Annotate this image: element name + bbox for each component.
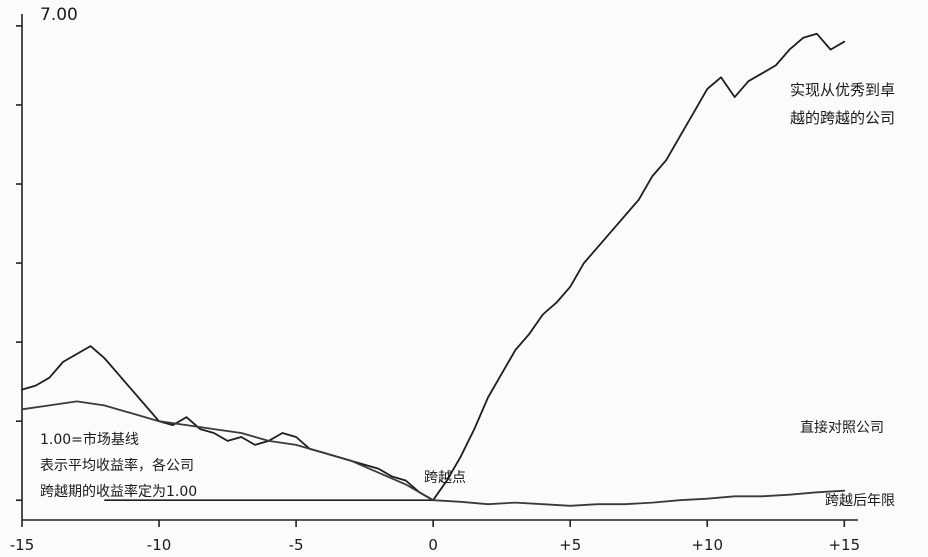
series-comparison-companies-line [21, 400, 846, 507]
x-tick-label-6: +15 [828, 536, 860, 554]
transition-point-label: 跨越点 [424, 470, 466, 486]
x-tick-label-5: +10 [691, 536, 723, 554]
x-tick-label-0: -15 [10, 536, 35, 554]
post-transition-years-label: 跨越后年限 [825, 493, 895, 509]
great-company-label-line2: 越的跨越的公司 [790, 109, 895, 127]
baseline-note-line1: 1.00=市场基线 [40, 431, 139, 448]
y-axis-top-label: 7.00 [40, 5, 78, 25]
labels-layer: 7.00 实现从优秀到卓 越的跨越的公司 直接对照公司 1.00=市场基线 表示… [40, 5, 895, 509]
axes: -15 -10 -5 0 +5 +10 +15 [10, 14, 860, 554]
baseline-note-line3: 跨越期的收益率定为1.00 [40, 483, 197, 500]
comparison-company-label: 直接对照公司 [800, 419, 884, 436]
x-tick-label-3: 0 [428, 536, 438, 554]
great-company-label-line1: 实现从优秀到卓 [790, 81, 895, 99]
series-layer [21, 32, 846, 507]
x-tick-label-1: -10 [147, 536, 172, 554]
x-tick-label-4: +5 [559, 536, 581, 554]
x-tick-label-2: -5 [289, 536, 304, 554]
baseline-note-line2: 表示平均收益率，各公司 [40, 457, 194, 474]
